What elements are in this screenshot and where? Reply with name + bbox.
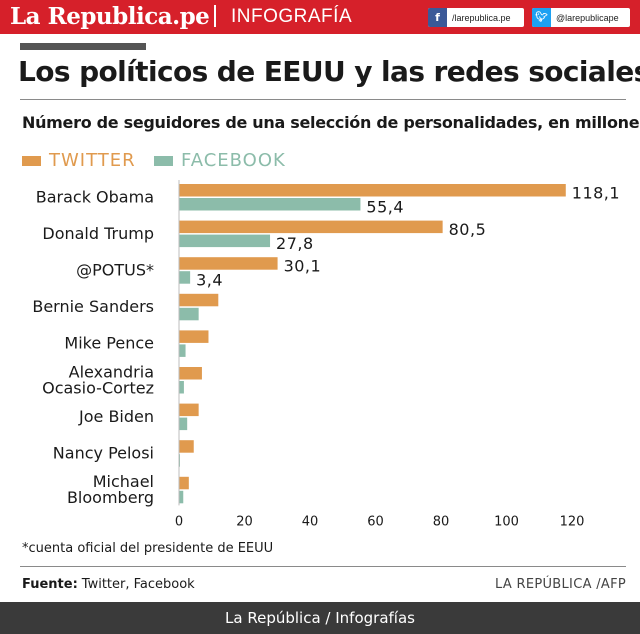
legend-swatch-twitter (22, 155, 41, 166)
bar-twitter-2 (179, 257, 278, 270)
bar-facebook-5 (179, 381, 184, 394)
bar-twitter-7 (179, 440, 194, 453)
x-tick-label-4: 80 (433, 514, 450, 529)
bar-facebook-2 (179, 271, 191, 284)
source-line: Fuente: Twitter, Facebook (22, 577, 195, 592)
twitter-icon: 🐦︎ (532, 8, 551, 27)
source-label: Fuente: (22, 577, 78, 592)
x-tick-label-1: 20 (236, 514, 253, 529)
source-text: Twitter, Facebook (81, 577, 195, 592)
category-label-5-1: Ocasio-Cortez (42, 378, 154, 397)
x-tick-label-0: 0 (175, 514, 183, 529)
category-label-0: Barack Obama (36, 187, 154, 206)
bar-chart: 118,1 55,4 Barack Obama 80,5 27,8 Donald Trum… (32, 180, 620, 529)
bar-facebook-3 (179, 307, 199, 321)
page-title: Los políticos de EEUU y las redes social… (18, 55, 640, 88)
bar-facebook-6 (179, 417, 188, 431)
bar-facebook-4 (179, 344, 186, 357)
category-label-8-1: Bloomberg (67, 488, 154, 507)
value-label-facebook-2: 3,4 (196, 271, 223, 290)
legend-item-facebook: FACEBOOK (154, 150, 286, 171)
x-tick-label-2: 40 (302, 514, 319, 529)
x-tick-label-6: 120 (560, 514, 585, 529)
brand-logo[interactable]: La Republica.pe (10, 3, 210, 30)
bar-twitter-4 (179, 330, 209, 343)
bar-twitter-5 (179, 367, 202, 380)
value-label-facebook-0: 55,4 (366, 198, 404, 217)
bar-twitter-6 (179, 403, 199, 417)
bar-twitter-0 (179, 184, 566, 197)
footer-text: La República / Infografías (225, 609, 415, 627)
bottom-footer-bar: La República / Infografías (0, 602, 640, 634)
category-label-4: Mike Pence (64, 334, 154, 353)
bar-facebook-1 (179, 234, 271, 248)
title-divider (20, 99, 626, 100)
value-label-twitter-1: 80,5 (449, 220, 487, 239)
legend-label-facebook: FACEBOOK (181, 150, 286, 171)
facebook-handle: /larepublica.pe (452, 12, 511, 23)
section-label: INFOGRAFÍA (231, 6, 353, 27)
title-accent-bar (20, 43, 146, 50)
category-label-2: @POTUS* (76, 260, 154, 279)
bar-facebook-0 (179, 198, 361, 211)
x-tick-label-3: 60 (367, 514, 384, 529)
footer-divider (20, 566, 626, 567)
facebook-icon: f (428, 8, 447, 27)
twitter-link[interactable]: 🐦︎ @larepublicape (532, 8, 630, 27)
value-label-facebook-1: 27,8 (276, 234, 314, 253)
bar-facebook-8 (179, 490, 184, 504)
category-label-1: Donald Trump (42, 224, 154, 243)
bar-twitter-3 (179, 293, 219, 307)
bar-twitter-1 (179, 220, 443, 234)
value-label-twitter-0: 118,1 (572, 184, 620, 203)
category-label-7: Nancy Pelosi (53, 443, 154, 462)
category-label-3: Bernie Sanders (32, 297, 154, 316)
category-label-5-0: Alexandria (69, 362, 154, 381)
bar-twitter-8 (179, 476, 189, 490)
footnote: *cuenta oficial del presidente de EEUU (22, 541, 274, 556)
legend-label-twitter: TWITTER (49, 150, 136, 171)
chart-subtitle: Número de seguidores de una selección de… (22, 113, 640, 132)
legend-swatch-facebook (154, 155, 173, 166)
credit: LA REPÚBLICA /AFP (495, 577, 626, 592)
value-label-twitter-2: 30,1 (284, 257, 322, 276)
twitter-handle: @larepublicape (556, 12, 619, 23)
header-separator (214, 5, 216, 27)
category-label-8-0: Michael (93, 472, 154, 491)
category-label-6: Joe Biden (78, 407, 154, 426)
top-header-bar: La Republica.pe INFOGRAFÍA f /larepublic… (0, 0, 640, 34)
legend-item-twitter: TWITTER (22, 150, 136, 171)
x-tick-label-5: 100 (494, 514, 519, 529)
facebook-link[interactable]: f /larepublica.pe (428, 8, 524, 27)
